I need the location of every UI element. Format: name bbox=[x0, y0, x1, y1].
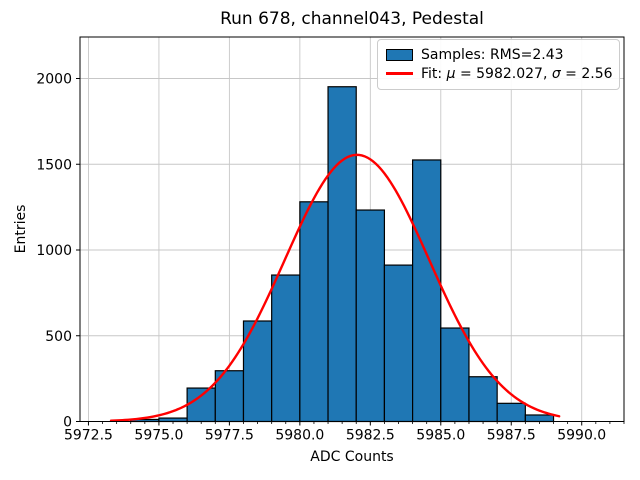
y-tick-label: 1500 bbox=[36, 157, 72, 173]
histogram-bar bbox=[440, 327, 470, 423]
legend: Samples: RMS=2.43 Fit: μ = 5982.027, σ =… bbox=[377, 39, 620, 90]
fit-label-sigma-value: = 2.56 bbox=[560, 65, 613, 82]
legend-samples-swatch bbox=[386, 48, 413, 61]
x-tick-label: 5987.5 bbox=[487, 428, 536, 444]
fit-curve bbox=[109, 153, 561, 422]
histogram-bar bbox=[327, 86, 357, 423]
histogram-bar bbox=[271, 274, 301, 423]
histogram-bar bbox=[355, 209, 386, 423]
mu-symbol: μ bbox=[446, 65, 456, 82]
histogram-bar bbox=[496, 402, 526, 423]
legend-entry-samples: Samples: RMS=2.43 bbox=[386, 45, 611, 64]
legend-fit-line-swatch bbox=[386, 72, 413, 75]
fit-label-prefix: Fit: bbox=[421, 65, 447, 82]
histogram-bar bbox=[158, 417, 188, 423]
x-tick-label: 5975.0 bbox=[134, 428, 183, 444]
sigma-symbol: σ bbox=[551, 65, 561, 82]
histogram-bar bbox=[468, 376, 498, 423]
y-tick-label: 1000 bbox=[36, 243, 72, 259]
legend-entry-fit: Fit: μ = 5982.027, σ = 2.56 bbox=[386, 64, 613, 83]
x-tick-label: 5972.5 bbox=[64, 428, 113, 444]
x-tick-label: 5982.5 bbox=[346, 428, 395, 444]
x-tick-label: 5980.0 bbox=[275, 428, 324, 444]
legend-fit-label: Fit: μ = 5982.027, σ = 2.56 bbox=[421, 66, 613, 82]
x-axis-label: ADC Counts bbox=[310, 449, 394, 465]
x-tick-label: 5977.5 bbox=[205, 428, 254, 444]
histogram-bar bbox=[186, 387, 216, 423]
fit-label-mu-value: = 5982.027, bbox=[455, 65, 552, 82]
chart-title: Run 678, channel043, Pedestal bbox=[220, 9, 484, 29]
x-tick-label: 5985.0 bbox=[416, 428, 465, 444]
y-tick-label: 500 bbox=[45, 329, 72, 345]
x-tick-label: 5990.0 bbox=[557, 428, 606, 444]
histogram-bar bbox=[383, 264, 414, 423]
y-tick-label: 2000 bbox=[36, 72, 72, 88]
histogram-bar bbox=[299, 201, 329, 423]
axes-border bbox=[79, 36, 625, 422]
y-axis-label: Entries bbox=[13, 204, 29, 254]
histogram-bar bbox=[412, 159, 442, 423]
y-tick-label: 0 bbox=[63, 415, 72, 431]
histogram-bar bbox=[524, 414, 555, 423]
legend-samples-label: Samples: RMS=2.43 bbox=[421, 46, 564, 63]
